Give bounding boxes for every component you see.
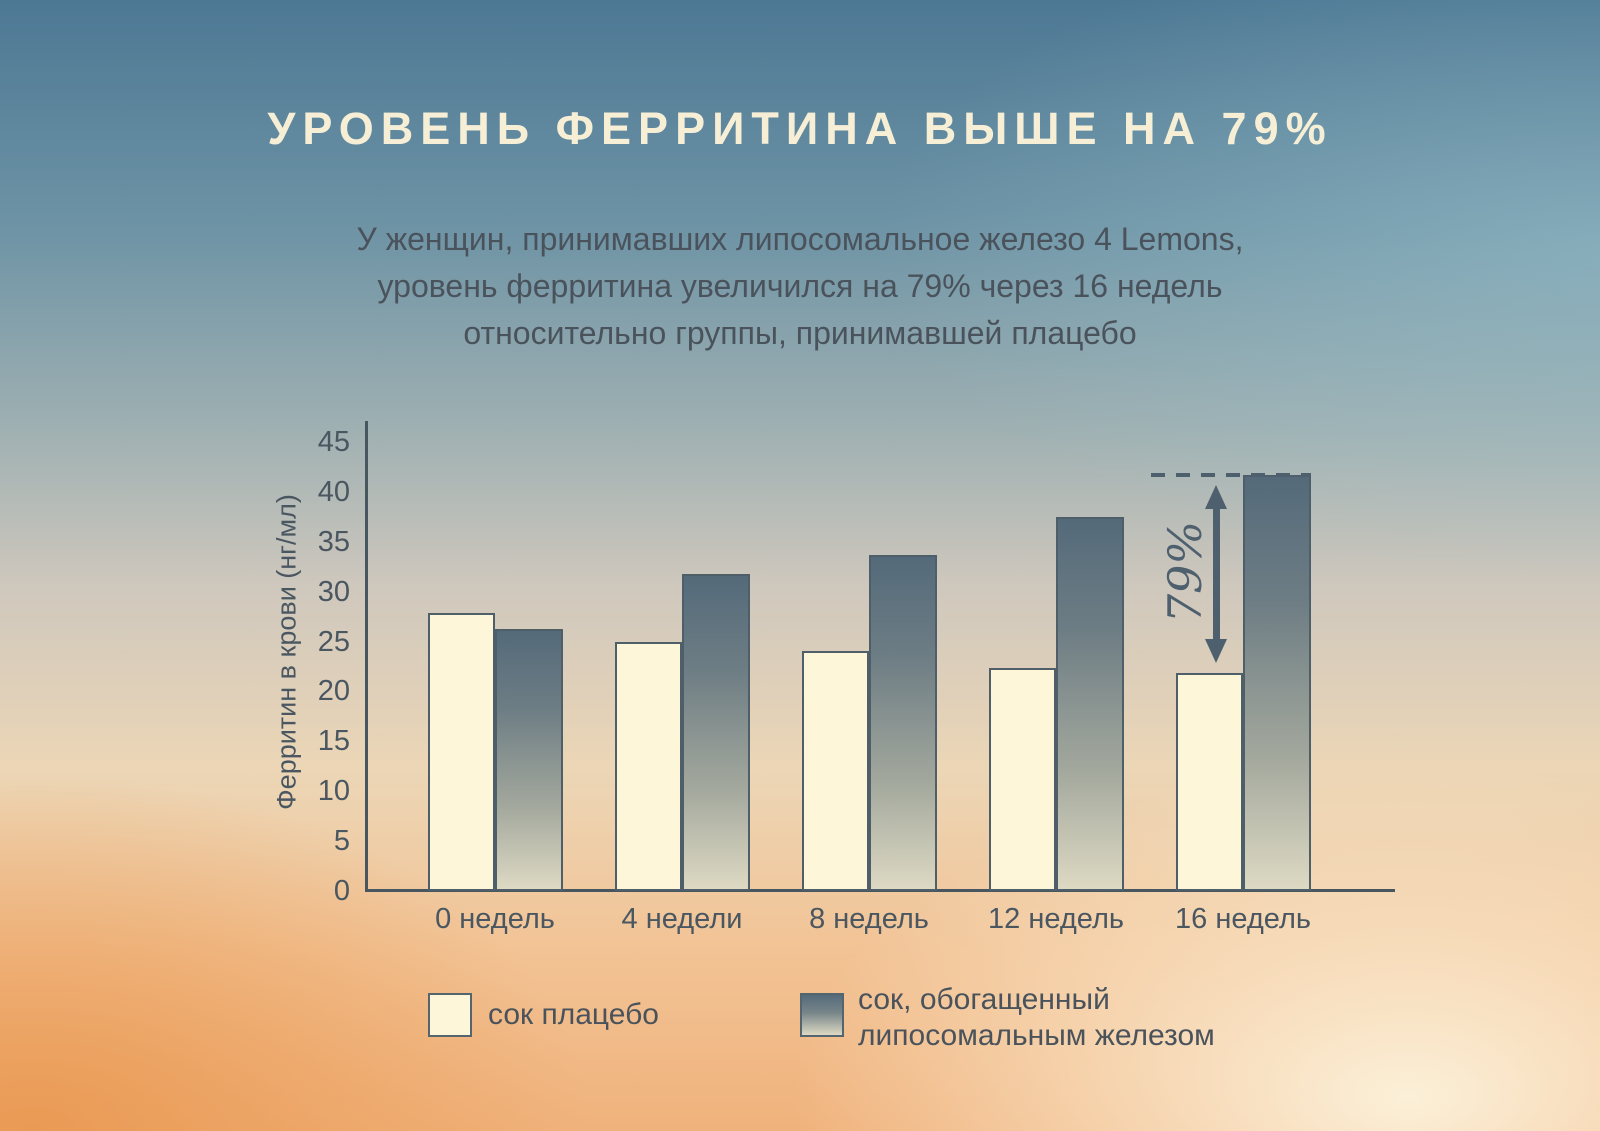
legend-label-iron-juice: сок, обогащенный липосомальным железом (858, 982, 1215, 1054)
y-tick-label-30: 30 (317, 575, 350, 608)
y-tick-label-10: 10 (317, 775, 350, 808)
y-tick-label-25: 25 (317, 625, 350, 658)
subtitle-line-3: относительно группы, принимавшей плацебо (463, 315, 1137, 351)
legend-swatch-iron-juice (800, 993, 844, 1037)
y-axis-line (365, 421, 368, 891)
y-tick-label-15: 15 (317, 725, 350, 758)
page-title: УРОВЕНЬ ФЕРРИТИНА ВЫШЕ НА 79% (267, 103, 1333, 154)
x-category-label-2: 8 недель (809, 903, 929, 935)
y-tick-label-20: 20 (317, 675, 350, 708)
y-tick-label-5: 5 (333, 825, 350, 858)
bar-iron-juice-2 (869, 554, 937, 891)
x-category-label-3: 12 недель (988, 903, 1124, 935)
bar-placebo-3 (989, 668, 1056, 891)
subtitle: У женщин, принимавших липосомальное желе… (0, 216, 1600, 357)
bar-placebo-1 (615, 641, 682, 891)
bar-iron-juice-0 (495, 628, 563, 891)
y-tick-label-35: 35 (317, 525, 350, 558)
bar-placebo-0 (428, 612, 495, 891)
bar-iron-juice-4 (1243, 474, 1311, 891)
bar-iron-juice-1 (682, 573, 750, 891)
x-category-label-0: 0 недель (435, 903, 555, 935)
legend-label-iron-line-2: липосомальным железом (858, 1019, 1215, 1052)
annotation-percent-label: 79% (1158, 521, 1212, 624)
annotation-arrow-shaft (1213, 502, 1220, 646)
legend-label-placebo: сок плацебо (488, 998, 659, 1031)
bar-placebo-2 (802, 651, 869, 891)
y-tick-label-40: 40 (317, 475, 350, 508)
annotation-arrow-down-head (1205, 639, 1227, 664)
x-category-label-1: 4 недели (621, 903, 743, 935)
y-tick-label-0: 0 (333, 875, 350, 907)
x-category-label-4: 16 недель (1175, 903, 1311, 935)
bar-iron-juice-3 (1056, 516, 1124, 891)
bar-placebo-4 (1176, 673, 1243, 891)
y-tick-label-45: 45 (317, 425, 350, 458)
annotation-arrow-up-head (1205, 484, 1227, 509)
subtitle-line-1: У женщин, принимавших липосомальное желе… (356, 221, 1244, 257)
subtitle-line-2: уровень ферритина увеличился на 79% чере… (377, 268, 1223, 304)
legend-label-iron-line-1: сок, обогащенный (858, 983, 1110, 1016)
legend-swatch-placebo (428, 993, 472, 1037)
bar-chart-plot-area: 0 5 10 15 20 25 30 35 40 45 0 недель 4 недели 8 неде… (318, 421, 1395, 935)
annotation-dashed-line (1151, 472, 1311, 477)
